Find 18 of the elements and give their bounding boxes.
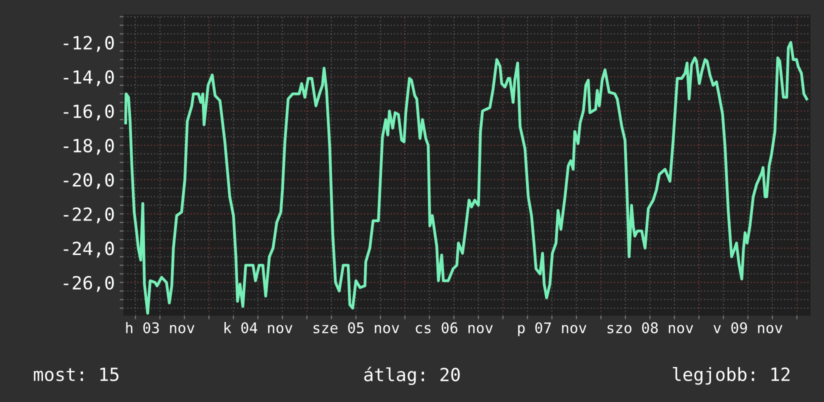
y-tick-label: -24,0 — [64, 242, 114, 258]
y-tick-label: -20,0 — [64, 173, 114, 190]
y-tick-label: -18,0 — [64, 138, 114, 155]
x-tick-label: sze 05 nov — [314, 322, 400, 334]
y-tick-label: -12,0 — [64, 36, 114, 52]
text: átlag: 20 — [364, 366, 460, 386]
x-tick-label: cs 06 nov — [416, 322, 493, 334]
x-tick-label: v 09 nov — [714, 322, 782, 334]
x-tick-label: h 03 nov — [126, 322, 194, 334]
x-tick-label: k 04 nov — [224, 322, 292, 334]
x-tick-label: p 07 nov — [518, 322, 586, 336]
text: legjobb: 12 — [672, 367, 790, 385]
text: most: 15 — [34, 368, 118, 382]
x-tick-label: szo 08 nov — [608, 322, 694, 334]
y-tick-label: -14,0 — [64, 70, 114, 86]
y-tick-label: -22,0 — [64, 207, 114, 224]
y-tick-label: -16,0 — [64, 104, 114, 120]
y-tick-label: -26,0 — [64, 276, 114, 292]
